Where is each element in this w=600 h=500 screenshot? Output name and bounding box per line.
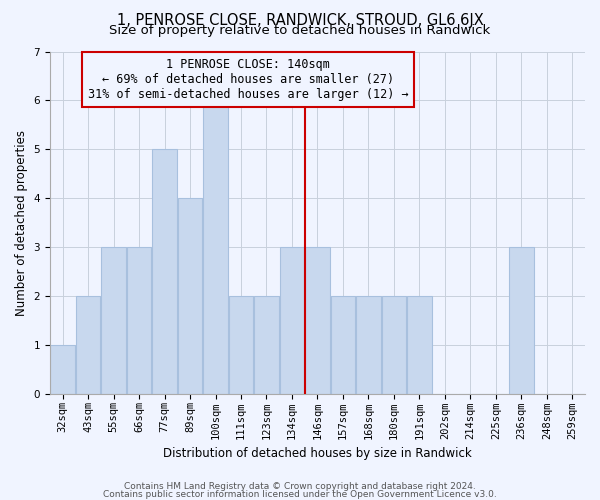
Bar <box>152 149 177 394</box>
Bar <box>203 100 228 394</box>
Bar <box>127 247 151 394</box>
Bar <box>509 247 533 394</box>
Bar <box>76 296 100 394</box>
X-axis label: Distribution of detached houses by size in Randwick: Distribution of detached houses by size … <box>163 447 472 460</box>
Bar <box>305 247 330 394</box>
Bar <box>280 247 304 394</box>
Text: 1, PENROSE CLOSE, RANDWICK, STROUD, GL6 6JX: 1, PENROSE CLOSE, RANDWICK, STROUD, GL6 … <box>116 12 484 28</box>
Bar <box>229 296 253 394</box>
Text: Size of property relative to detached houses in Randwick: Size of property relative to detached ho… <box>109 24 491 37</box>
Bar <box>407 296 432 394</box>
Y-axis label: Number of detached properties: Number of detached properties <box>15 130 28 316</box>
Bar <box>101 247 126 394</box>
Bar <box>178 198 202 394</box>
Bar <box>50 344 75 394</box>
Text: Contains public sector information licensed under the Open Government Licence v3: Contains public sector information licen… <box>103 490 497 499</box>
Bar <box>356 296 381 394</box>
Text: 1 PENROSE CLOSE: 140sqm
← 69% of detached houses are smaller (27)
31% of semi-de: 1 PENROSE CLOSE: 140sqm ← 69% of detache… <box>88 58 408 102</box>
Text: Contains HM Land Registry data © Crown copyright and database right 2024.: Contains HM Land Registry data © Crown c… <box>124 482 476 491</box>
Bar <box>382 296 406 394</box>
Bar <box>331 296 355 394</box>
Bar <box>254 296 279 394</box>
